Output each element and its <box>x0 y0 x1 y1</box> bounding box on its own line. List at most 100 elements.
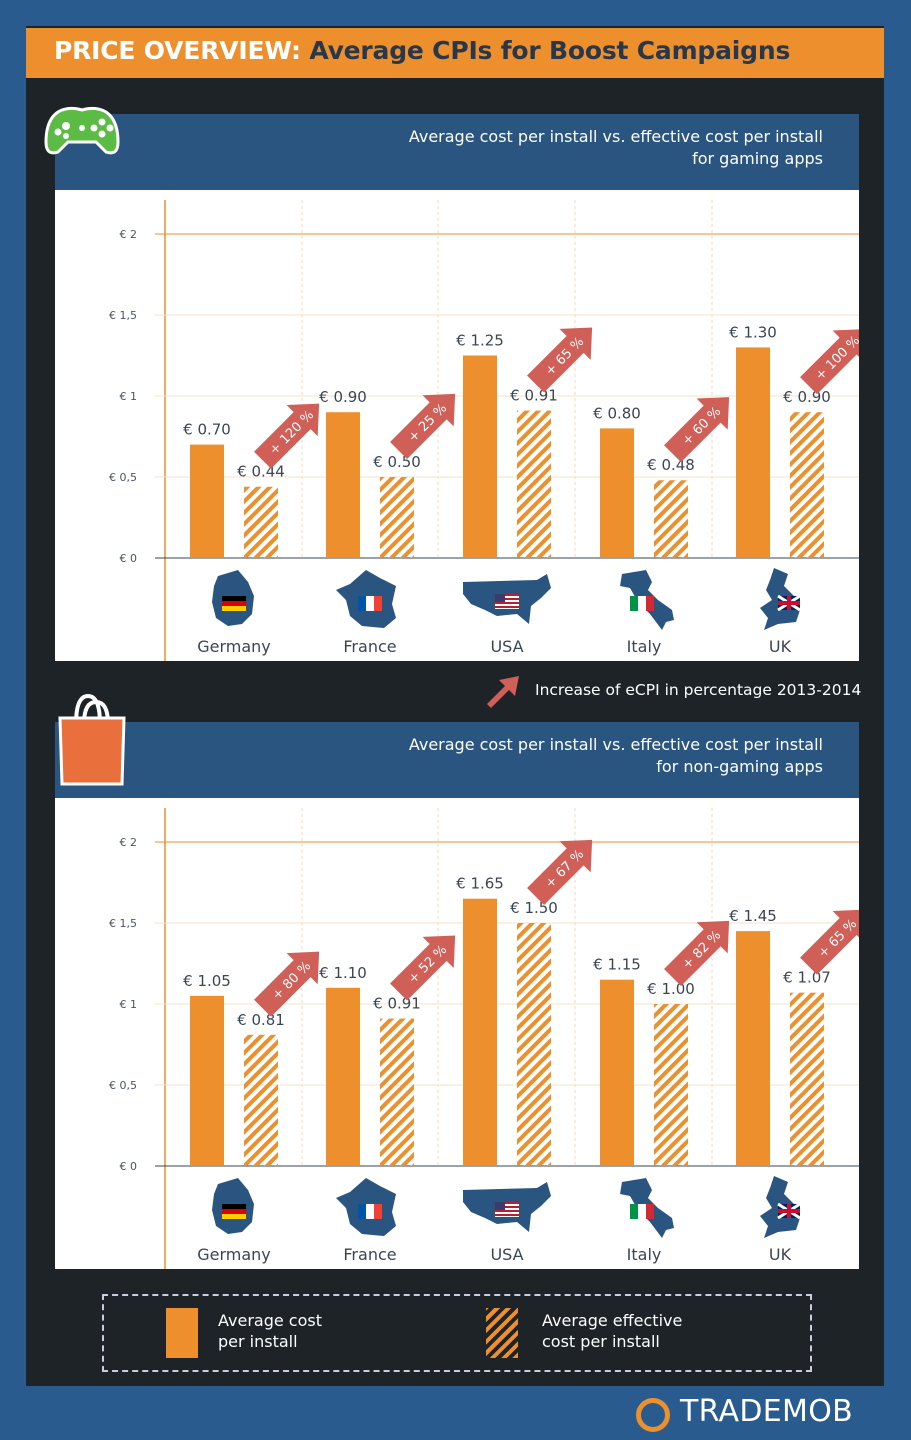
non-gaming-chart: € 0 € 0,5 € 1 € 1,5 € 2 € 1.05 € 0.81 + 80 % Ger… <box>55 798 859 1269</box>
flag-stripe <box>374 596 382 611</box>
flag-stripe <box>358 1204 366 1219</box>
y-tick-label: € 2 <box>120 836 138 849</box>
bar-cpi <box>326 412 360 558</box>
increase-arrow-shape <box>254 951 320 1017</box>
bar-cpi <box>736 347 770 558</box>
increase-arrow-shape <box>527 839 593 905</box>
non-gaming-section-heading: Average cost per install vs. effective c… <box>409 734 823 778</box>
bar-cpi <box>600 428 634 558</box>
data-label-cpi: € 0.90 <box>319 388 367 406</box>
legend-swatch-cpi <box>166 1308 198 1358</box>
bar-cpi <box>736 931 770 1166</box>
increase-note: Increase of eCPI in percentage 2013-2014 <box>535 681 862 699</box>
flag-stripe <box>646 1204 654 1219</box>
country-map-germany <box>212 570 254 626</box>
non-gaming-section-header: Average cost per install vs. effective c… <box>55 722 859 798</box>
y-tick-label: € 1,5 <box>109 917 137 930</box>
increase-arrow-shape <box>527 327 593 393</box>
increase-arrow-shape <box>390 935 456 1001</box>
data-label-ecpi: € 1.07 <box>783 969 831 987</box>
increase-arrow-icon <box>487 676 519 708</box>
shopping-bag-icon <box>58 694 126 786</box>
gamepad-icon <box>44 106 120 155</box>
category-label: Italy <box>627 1245 662 1264</box>
bar-cpi <box>326 987 360 1166</box>
bar-cpi <box>463 898 497 1166</box>
data-label-ecpi: € 0.48 <box>647 456 695 474</box>
flag-stripe <box>222 1214 246 1219</box>
bar-ecpi <box>517 410 551 558</box>
data-label-cpi: € 1.25 <box>456 332 504 350</box>
category-label: Germany <box>197 637 271 656</box>
gaming-section-header: Average cost per install vs. effective c… <box>55 114 859 190</box>
y-tick-label: € 1,5 <box>109 309 137 322</box>
flag-stripe <box>358 596 366 611</box>
bar-ecpi <box>790 412 824 558</box>
increase-arrow-shape <box>664 397 730 463</box>
heading-line: for non-gaming apps <box>656 757 823 776</box>
legend-text: cost per install <box>542 1332 660 1351</box>
y-tick-label: € 0,5 <box>109 471 137 484</box>
increase-arrow-shape <box>800 909 859 975</box>
logo-ring-icon <box>636 1398 670 1432</box>
data-label-cpi: € 0.70 <box>183 421 231 439</box>
flag-stripe <box>222 1204 246 1209</box>
country-map-germany <box>212 1178 254 1234</box>
flag-stripe <box>495 1202 519 1204</box>
bar-cpi <box>600 979 634 1166</box>
bar-cpi <box>190 444 224 558</box>
flag-stripe <box>495 598 519 600</box>
flag-stripe <box>630 596 638 611</box>
y-tick-label: € 0 <box>120 1160 138 1173</box>
legend: Average cost per install Average effecti… <box>102 1294 812 1372</box>
bar-cpi <box>463 355 497 558</box>
flag-stripe <box>366 596 374 611</box>
legend-label-ecpi: Average effective cost per install <box>542 1310 682 1352</box>
heading-line: for gaming apps <box>692 149 823 168</box>
y-tick-label: € 1 <box>120 998 138 1011</box>
title-accent: PRICE OVERVIEW: <box>54 36 301 65</box>
title-rest: Average CPIs for Boost Campaigns <box>309 36 791 65</box>
bar-ecpi <box>244 486 278 558</box>
flag-cross <box>778 601 800 605</box>
bar-ecpi <box>244 1034 278 1166</box>
data-label-ecpi: € 0.90 <box>783 388 831 406</box>
flag-stripe <box>222 1209 246 1214</box>
data-label-cpi: € 1.15 <box>593 956 641 974</box>
gaming-chart: € 0 € 0,5 € 1 € 1,5 € 2 € 0.70 € 0.44 + 120 % Ge… <box>55 190 859 661</box>
increase-arrow-shape <box>254 403 320 469</box>
non-gaming-chart-svg: € 0€ 0,5€ 1€ 1,5€ 2€ 1.05€ 0.81+ 80 %Ger… <box>109 808 859 1269</box>
y-tick-label: € 1 <box>120 390 138 403</box>
category-label: USA <box>490 1245 523 1264</box>
flag-stripe <box>366 1204 374 1219</box>
heading-line: Average cost per install vs. effective c… <box>408 127 823 146</box>
bar-ecpi <box>517 923 551 1166</box>
legend-text: Average cost <box>218 1311 322 1330</box>
data-label-ecpi: € 0.91 <box>373 995 421 1013</box>
category-label: UK <box>769 1245 792 1264</box>
data-label-cpi: € 1.30 <box>729 323 777 341</box>
data-label-ecpi: € 1.50 <box>510 899 558 917</box>
country-map-france <box>336 570 396 628</box>
data-label-cpi: € 1.65 <box>456 875 504 893</box>
country-map-italy <box>620 570 674 630</box>
category-label: USA <box>490 637 523 656</box>
flag-stripe <box>646 596 654 611</box>
legend-text: per install <box>218 1332 298 1351</box>
bar-ecpi <box>654 480 688 558</box>
gaming-section-heading: Average cost per install vs. effective c… <box>409 126 823 170</box>
flag-cross <box>778 1209 800 1213</box>
title-bar: PRICE OVERVIEW: Average CPIs for Boost C… <box>26 28 884 78</box>
data-label-ecpi: € 0.44 <box>237 463 285 481</box>
data-label-ecpi: € 0.81 <box>237 1011 285 1029</box>
category-label: France <box>343 637 396 656</box>
category-label: France <box>343 1245 396 1264</box>
bar-cpi <box>190 995 224 1166</box>
flag-canton <box>495 1202 505 1210</box>
page-title: PRICE OVERVIEW: Average CPIs for Boost C… <box>54 36 790 65</box>
flag-stripe <box>374 1204 382 1219</box>
bar-ecpi <box>790 992 824 1166</box>
flag-stripe <box>638 1204 646 1219</box>
flag-stripe <box>630 1204 638 1219</box>
country-map-usa <box>463 1182 551 1232</box>
